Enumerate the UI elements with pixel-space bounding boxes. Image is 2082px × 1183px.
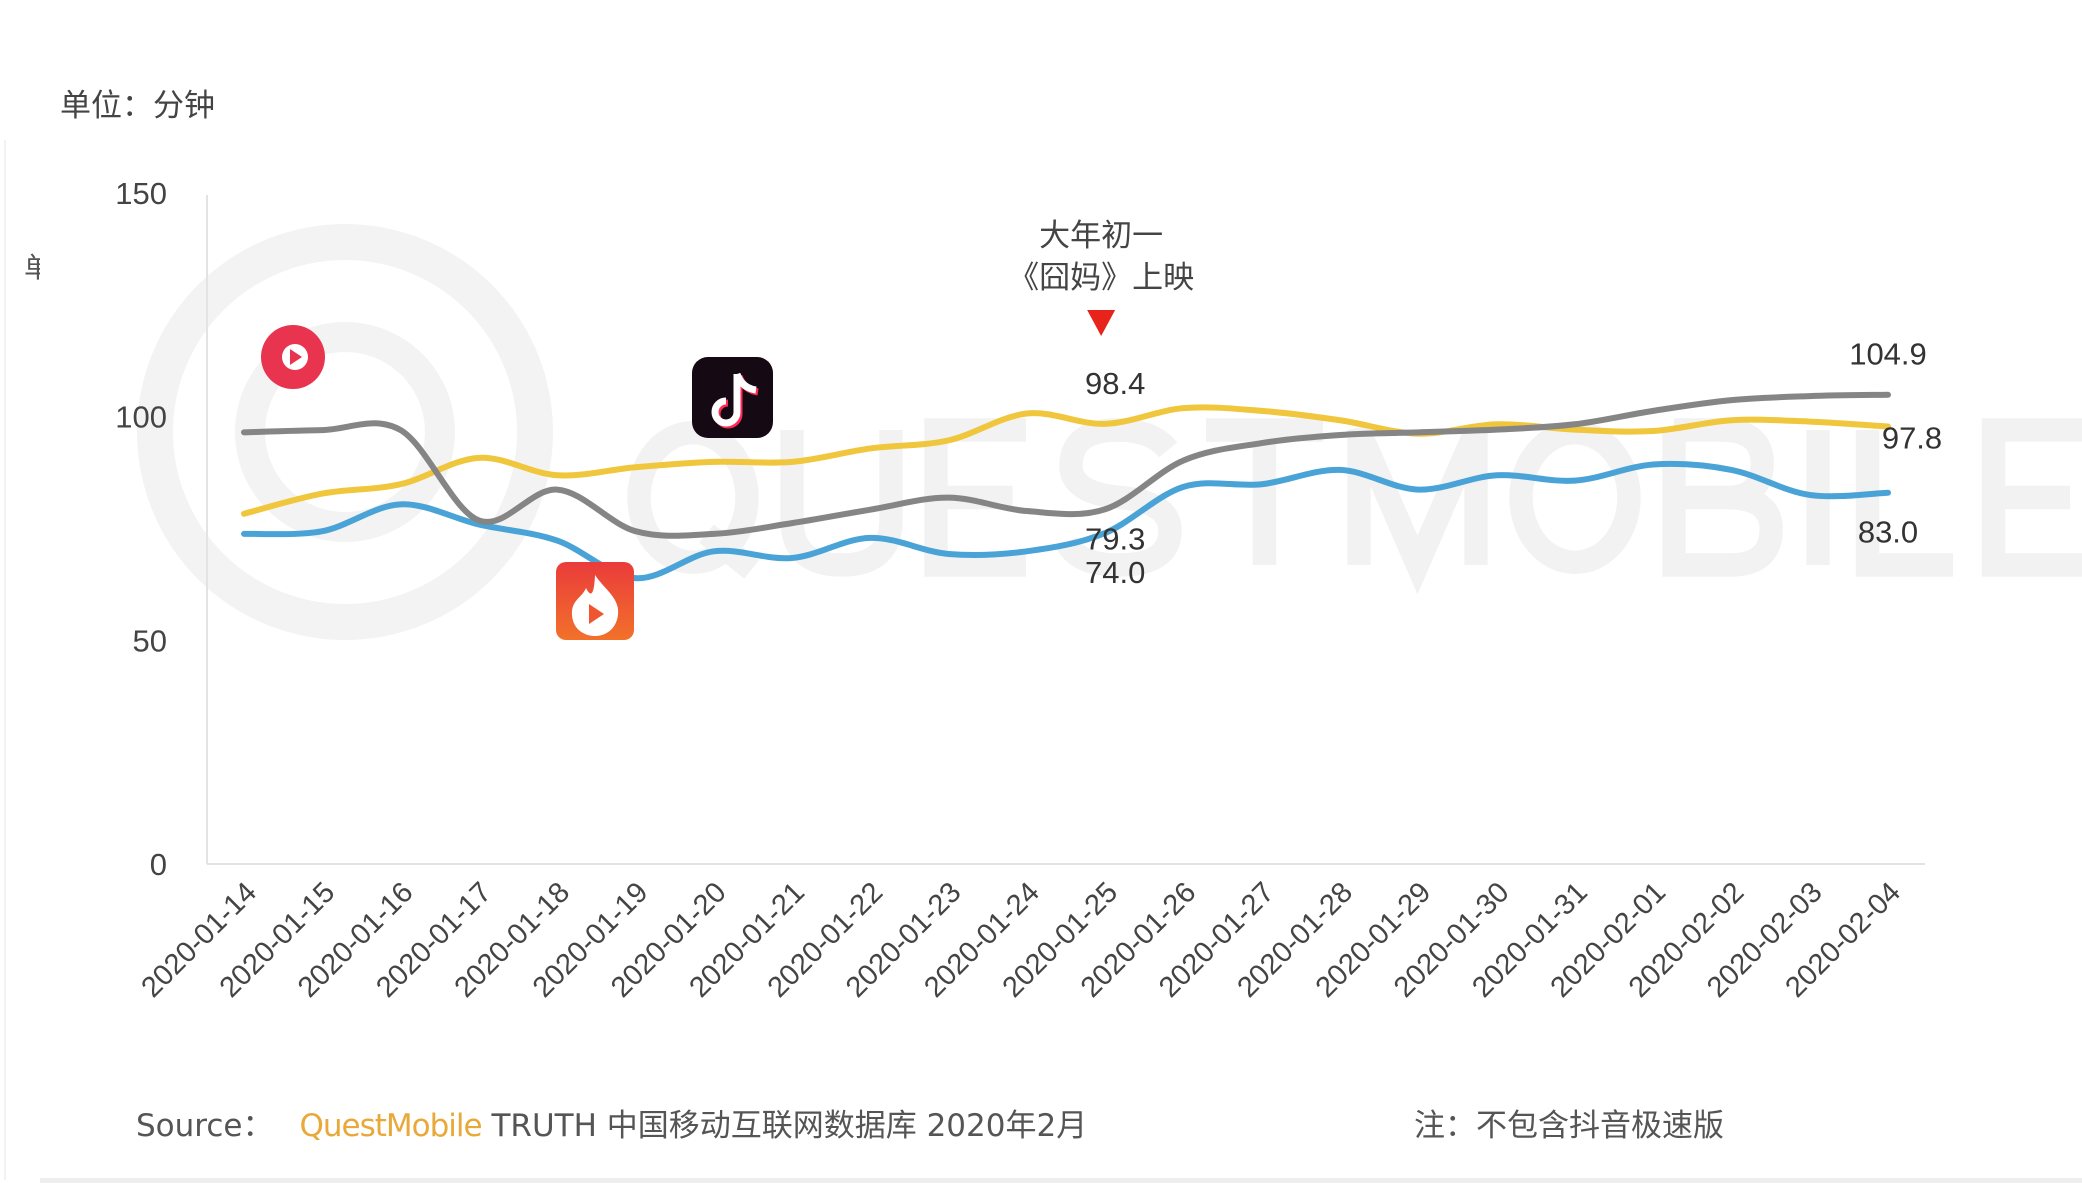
watermark-letter [1662,418,1783,577]
bottom-divider [40,1178,2082,1183]
data-label: 97.8 [1882,421,1942,456]
left-border [4,140,6,1180]
flame-icon [571,575,619,636]
douyin-bg [692,357,773,438]
watermark-letter [1347,425,1488,595]
watermark-letter [1509,421,1641,574]
y-tick-label: 50 [133,623,167,658]
series-line-2 [241,391,1891,539]
data-label: 83.0 [1858,515,1918,550]
data-label: 98.4 [1085,366,1145,401]
douyin-app-icon [692,357,773,438]
annotation-line2: 《囧妈》上映 [1008,260,1194,296]
data-label: 104.9 [1849,337,1927,372]
y-tick-label: 0 [150,847,167,882]
series-lines [241,391,1891,582]
clipped-text: 单 [24,251,40,284]
watermark-letter [1206,418,1324,566]
play-icon [290,349,302,365]
annotation: 大年初一《囧妈》上映 [1008,218,1194,336]
watermark-letter [1855,430,1954,577]
brand-name: QuestMobile [299,1108,482,1144]
watermark-letter [1981,418,2082,577]
series-line-1 [241,460,1891,582]
data-labels: 98.4 79.374.0 104.9 97.8 83.0 [1085,337,1942,590]
data-label: 79.3 [1085,521,1145,556]
source-note: Source： QuestMobile TRUTH 中国移动互联网数据库 2020… [136,1100,1087,1145]
footnote: 注：不包含抖音极速版 [1414,1108,1724,1144]
red-play-app-icon [261,325,325,389]
series-line-0 [241,404,1891,517]
huoshan-app-icon [556,562,634,640]
source-text: TRUTH 中国移动互联网数据库 2020年2月 [491,1108,1088,1144]
play-icon [589,604,604,624]
watermark-letter [1056,418,1182,577]
axes: 0501001502020-01-142020-01-152020-01-162… [115,176,1925,1004]
app-icons [261,325,773,640]
annotation-marker-icon [1087,310,1116,336]
unit-label: 单位：分钟 [60,88,215,124]
music-note-icon [711,372,757,427]
annotation-line1: 大年初一 [1039,218,1163,254]
source-prefix: Source： [136,1108,274,1144]
data-label: 74.0 [1085,555,1145,590]
y-tick-label: 100 [115,400,167,435]
watermark-ring [137,224,553,640]
y-tick-label: 150 [115,176,167,211]
